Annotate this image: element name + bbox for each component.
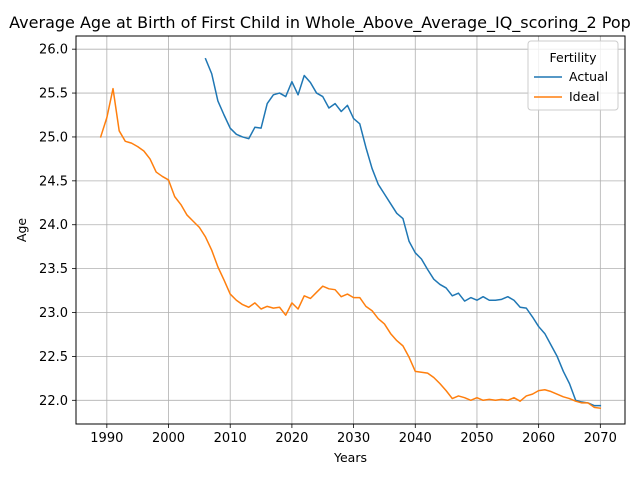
chart-title: Average Age at Birth of First Child in W…	[9, 13, 631, 33]
legend-label-actual: Actual	[569, 69, 608, 84]
x-tick-label: 2010	[214, 431, 247, 446]
series-lines	[99, 57, 602, 410]
series-line-actual	[204, 57, 602, 407]
x-tick-label: 2070	[584, 431, 617, 446]
legend-label-ideal: Ideal	[569, 89, 599, 104]
series-line-ideal	[99, 87, 602, 410]
x-tick-label: 2000	[152, 431, 185, 446]
y-tick-label: 25.5	[39, 87, 68, 102]
x-tick-label: 2030	[337, 431, 370, 446]
y-tick-label: 25.0	[39, 130, 68, 145]
y-tick-label: 24.0	[39, 218, 68, 233]
x-axis-ticks: 1990 2000 2010 2020 2030 2040 2050 2060 2070	[90, 424, 617, 446]
y-axis-label: Age	[14, 218, 29, 242]
y-tick-label: 22.0	[39, 394, 68, 409]
legend-title: Fertility	[550, 50, 598, 65]
legend: Fertility Actual Ideal	[527, 40, 619, 111]
x-axis-label: Years	[333, 450, 367, 465]
y-tick-label: 23.0	[39, 306, 68, 321]
y-tick-label: 22.5	[39, 350, 68, 365]
plot-area-frame	[75, 35, 626, 425]
grid	[76, 36, 625, 424]
y-tick-label: 24.5	[39, 174, 68, 189]
y-tick-label: 23.5	[39, 262, 68, 277]
x-tick-label: 2040	[399, 431, 432, 446]
legend-box	[527, 40, 619, 111]
y-tick-label: 26.0	[39, 43, 68, 58]
x-tick-label: 1990	[90, 431, 123, 446]
x-tick-label: 2050	[460, 431, 493, 446]
x-tick-label: 2020	[275, 431, 308, 446]
y-axis-ticks: 22.0 22.5 23.0 23.5 24.0 24.5 25.0 25.5 26.0	[39, 43, 76, 409]
x-tick-label: 2060	[522, 431, 555, 446]
